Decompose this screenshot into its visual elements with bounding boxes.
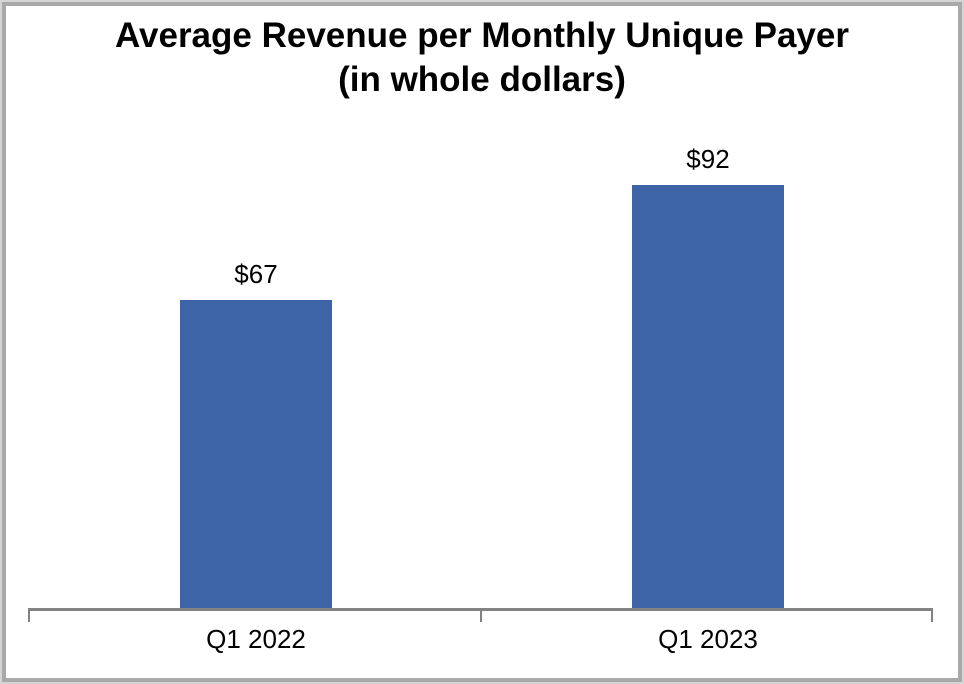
- x-axis-label-q1-2023: Q1 2023: [658, 624, 758, 654]
- chart-title: Average Revenue per Monthly Unique Payer…: [0, 14, 964, 102]
- bar-value-label: $92: [686, 144, 730, 174]
- bar-q1-2023: [632, 185, 784, 608]
- x-axis-tick: [931, 608, 933, 622]
- x-axis-label-q1-2022: Q1 2022: [206, 624, 306, 654]
- chart-title-line2: (in whole dollars): [338, 60, 626, 99]
- chart-title-line1: Average Revenue per Monthly Unique Payer: [115, 16, 849, 55]
- x-axis-tick: [28, 608, 30, 622]
- bar-value-label: $67: [234, 259, 278, 289]
- x-axis-tick: [480, 608, 482, 622]
- bar-q1-2022: [180, 300, 332, 608]
